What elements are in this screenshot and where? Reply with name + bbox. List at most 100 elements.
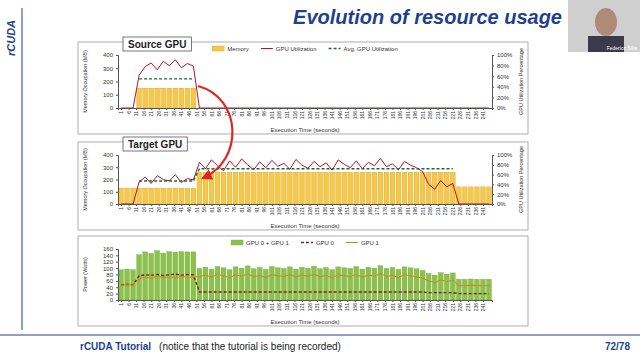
tick-mark [347,108,348,110]
bar [384,172,389,204]
bar [324,172,329,204]
tick: 231 [465,204,471,215]
bar [456,187,461,204]
chart-frame [78,42,528,134]
tick: 0 [110,105,118,111]
tick-mark [332,204,333,206]
bar [269,267,274,300]
tick-mark [166,108,167,110]
tick-mark [136,204,137,206]
tick-mark [181,300,182,302]
axis-line [119,109,493,111]
tick-label: 161 [359,111,365,120]
bar [300,267,305,300]
bar [239,268,244,300]
tick: 241 [480,300,486,311]
tick-mark [362,204,363,206]
tick-label: 60 [106,278,113,284]
tick-label: 80% [497,162,510,168]
tick-mark [129,204,130,206]
tick: 6 [126,204,132,210]
tick-label: 121 [299,207,305,216]
tick: 11 [133,300,139,308]
tick-mark [227,300,228,302]
tick-mark [264,108,265,110]
tick-label: 91 [254,207,260,213]
tick-label: 41 [178,111,184,117]
tick-mark [181,108,182,110]
tick: 196 [412,204,418,215]
bar [468,279,473,300]
legend-label: GPU Utilization [276,46,317,52]
tick-label: 160 [103,246,114,252]
bar [330,172,335,204]
tick-mark [492,66,494,67]
tick-mark [174,300,175,302]
tick: 141 [329,300,335,311]
tick-label: 0 [110,105,114,111]
tick: 181 [390,300,396,311]
tick-label: 76 [231,111,237,117]
bar [390,172,395,204]
tick: 20% [492,192,510,198]
tick-label: 46 [186,111,192,117]
tick-label: 151 [344,207,350,216]
tick: 111 [284,204,290,215]
tick-mark [317,300,318,302]
tick-mark [189,300,190,302]
tick-mark [174,204,175,206]
tick-mark [121,108,122,110]
tick: 200 [103,79,118,85]
bar [143,252,148,300]
tick-label: 221 [450,111,456,120]
tick-label: 186 [397,303,403,312]
tick-mark [287,108,288,110]
tick: 0% [492,105,506,111]
bar [119,188,124,204]
tick: 61 [209,108,215,117]
tick-mark [355,300,356,302]
tick: 66 [216,300,222,309]
tick-mark [460,300,461,302]
tick-mark [317,108,318,110]
tick: 161 [359,204,365,215]
tick-label: 40 [106,285,113,291]
bar [294,172,299,204]
tick-mark [116,68,118,69]
tick-mark [492,76,494,77]
legend-swatch [231,240,243,245]
tick-mark [430,204,431,206]
tick-label: 186 [397,207,403,216]
tick: 226 [457,300,463,311]
tick-label: 201 [420,207,426,216]
tick-mark [453,300,454,302]
tick: 201 [420,204,426,215]
tick: 101 [269,108,275,119]
tick-label: 241 [480,207,486,216]
tick-label: 16 [141,111,147,117]
bar [233,172,238,204]
tick: 36 [171,108,177,117]
tick-label: 141 [329,111,335,120]
bar [281,268,286,300]
bar [402,172,407,204]
bar [281,172,286,204]
bar [312,266,317,300]
bar [475,279,480,300]
tick-label: 91 [254,111,260,117]
bar [481,279,486,300]
legend-label: Memory [227,46,249,52]
tick: 56 [201,108,207,117]
tick-label: 60% [497,74,510,80]
tick-label: 200 [103,177,114,183]
bar [161,253,166,300]
tick: 221 [450,204,456,215]
legend-label: Avg. GPU Utilization [344,46,398,52]
bar [336,267,341,300]
tick: 0 [110,297,118,303]
tick-mark [408,300,409,302]
tick: 106 [276,108,282,119]
tick-label: 0 [110,201,114,207]
tick-label: 226 [457,111,463,120]
tick-mark [492,184,494,185]
